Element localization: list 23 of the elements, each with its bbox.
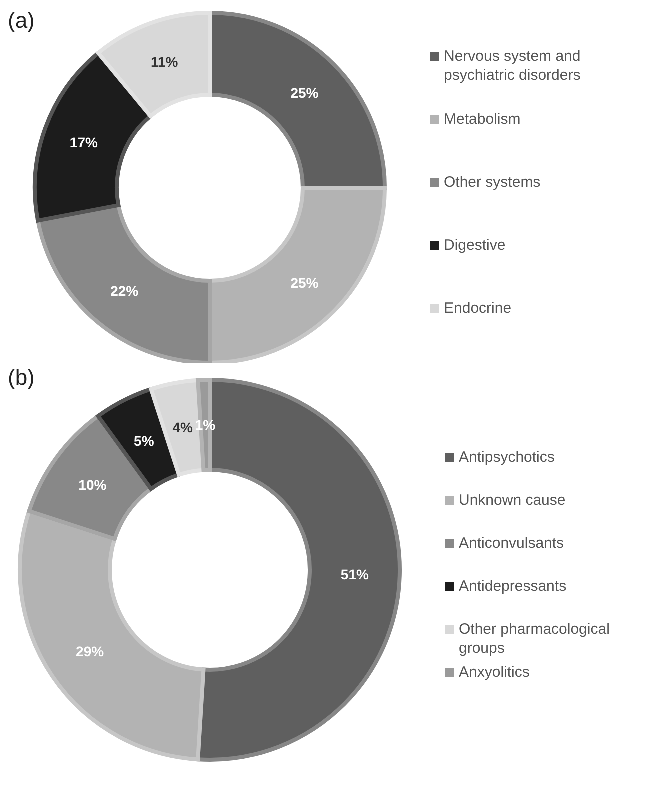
data-label: 11% bbox=[150, 54, 179, 70]
legend-label: Unknown cause bbox=[459, 490, 566, 510]
legend-label: Other systems bbox=[444, 173, 541, 192]
legend-label: Other pharmacological groups bbox=[459, 620, 611, 658]
data-label: 29% bbox=[76, 644, 105, 660]
data-label: 5% bbox=[134, 432, 155, 449]
chart-title: (a) bbox=[8, 8, 35, 34]
data-label: 25% bbox=[290, 85, 320, 102]
legend-label: Anxyolitics bbox=[459, 662, 530, 682]
legend-label: Nervous system and psychiatric disorders bbox=[444, 47, 582, 85]
legend-label: Antipsychotics bbox=[459, 448, 555, 466]
data-label: 51% bbox=[340, 566, 370, 583]
data-label: 25% bbox=[290, 274, 320, 291]
data-label: 22% bbox=[110, 283, 140, 300]
chart-title: (b) bbox=[8, 365, 35, 391]
legend-label: Anticonvulsants bbox=[459, 534, 564, 552]
legend-label: Antidepressants bbox=[459, 576, 567, 596]
legend-label: Endocrine bbox=[444, 299, 512, 318]
data-label: 4% bbox=[172, 420, 194, 436]
data-label: 17% bbox=[70, 134, 98, 151]
legend-label: Metabolism bbox=[444, 110, 521, 129]
data-label: 10% bbox=[78, 476, 108, 493]
legend-label: Digestive bbox=[444, 236, 506, 255]
